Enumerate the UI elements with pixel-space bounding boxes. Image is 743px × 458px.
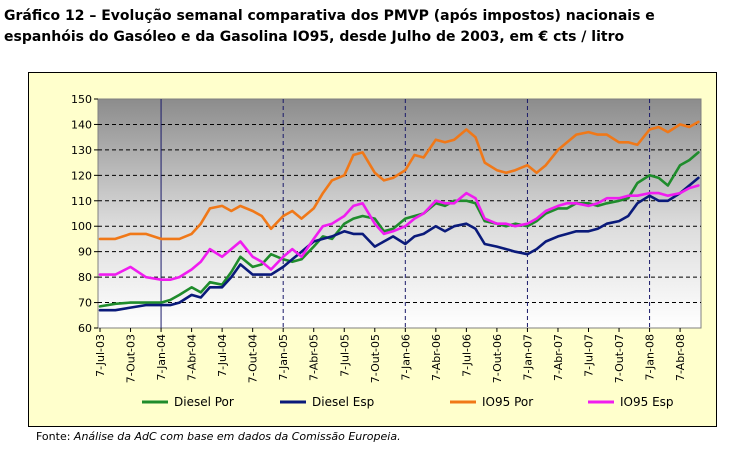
y-tick-label: 60 (78, 322, 92, 335)
y-tick-label: 130 (71, 144, 92, 157)
x-tick-label: 7-Jan-04 (155, 334, 168, 381)
x-tick-label: 7-Abr-05 (308, 334, 321, 381)
x-tick-label: 7-Jan-05 (277, 334, 290, 381)
chart-title-line-2: espanhóis do Gasóleo e da Gasolina IO95,… (4, 29, 625, 45)
y-tick-label: 100 (71, 220, 92, 233)
chart: 60 70 80 90 100 110 120 130 140 150 7-Jul-03 7-Out… (28, 72, 717, 427)
y-tick-label: 70 (78, 297, 92, 310)
x-tick-label: 7-Abr-08 (674, 334, 687, 381)
source-note: Fonte: Análise da AdC com base em dados … (36, 430, 401, 443)
series-line-io95-por (98, 120, 700, 241)
x-axis-labels: 7-Jul-03 7-Out-03 7-Jan-04 7-Abr-04 7-Jul-04… (94, 334, 687, 383)
y-tick-label: 140 (71, 118, 92, 131)
x-tick-label: 7-Jul-04 (216, 334, 229, 377)
series-line-io95-esp (98, 184, 700, 281)
legend: Diesel Por Diesel Esp IO95 Por IO95 Esp (142, 395, 674, 409)
plot-area (97, 98, 702, 329)
legend-label: Diesel Esp (312, 395, 374, 409)
y-tick-label: 110 (71, 195, 92, 208)
chart-title-line-1: Gráfico 12 – Evolução semanal comparativ… (4, 8, 655, 24)
x-tick-label: 7-Jul-05 (338, 334, 351, 377)
y-tick-label: 120 (71, 169, 92, 182)
x-tick-label: 7-Abr-06 (430, 334, 443, 381)
y-tick-label: 150 (71, 93, 92, 106)
legend-label: IO95 Por (482, 395, 533, 409)
x-tick-label: 7-Jan-08 (644, 334, 657, 381)
series-line-diesel-por (98, 151, 700, 308)
x-tick-label: 7-Jul-06 (460, 334, 473, 377)
x-tick-label: 7-Abr-04 (186, 334, 199, 381)
y-tick-label: 90 (78, 246, 92, 259)
x-tick-label: 7-Jan-06 (399, 334, 412, 381)
chart-title: Gráfico 12 – Evolução semanal comparativ… (4, 6, 739, 48)
series-lines (98, 120, 700, 312)
x-tick-label: 7-Out-03 (125, 334, 138, 383)
x-tick-label: 7-Out-07 (613, 334, 626, 383)
y-tick-label: 80 (78, 271, 92, 284)
x-tick-label: 7-Abr-07 (552, 334, 565, 381)
y-axis-labels: 60 70 80 90 100 110 120 130 140 150 (71, 93, 92, 335)
series-line-diesel-esp (98, 176, 700, 312)
x-tick-label: 7-Jan-07 (521, 334, 534, 381)
x-tick-label: 7-Jul-07 (583, 334, 596, 377)
source-prefix: Fonte: (36, 430, 74, 443)
source-text: Análise da AdC com base em dados da Comi… (73, 430, 401, 443)
x-tick-label: 7-Out-04 (247, 334, 260, 383)
x-tick-label: 7-Out-05 (369, 334, 382, 383)
x-tick-label: 7-Jul-03 (94, 334, 107, 377)
legend-label: Diesel Por (174, 395, 234, 409)
x-tick-label: 7-Out-06 (491, 334, 504, 383)
grid (94, 98, 701, 332)
legend-label: IO95 Esp (620, 395, 674, 409)
